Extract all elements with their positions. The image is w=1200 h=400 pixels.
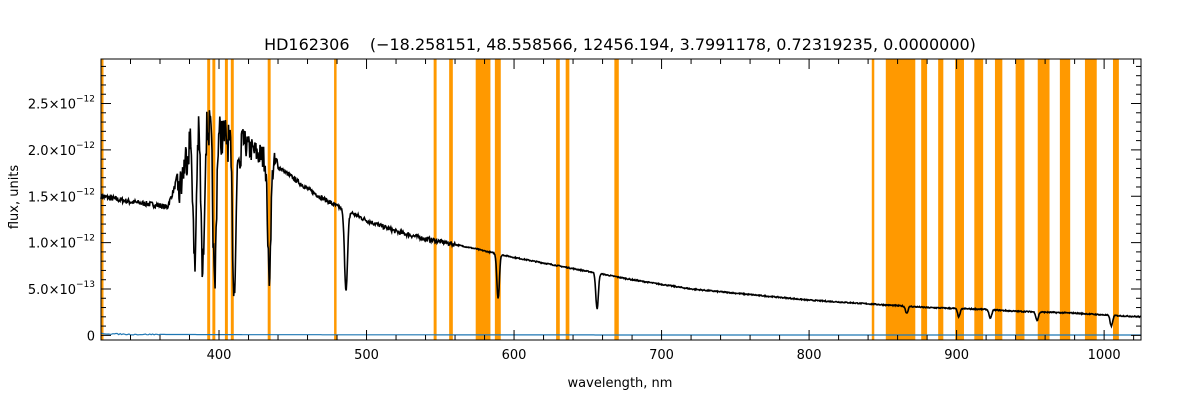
masked-region-22 xyxy=(1015,59,1025,340)
masked-region-17 xyxy=(921,59,928,340)
error-series xyxy=(100,332,1141,336)
masked-region-21 xyxy=(994,59,1003,340)
masked-region-23 xyxy=(1037,59,1050,340)
masked-region-18 xyxy=(938,59,944,340)
x-tick-label: 600 xyxy=(502,348,527,363)
chart-title: HD162306 (−18.258151, 48.558566, 12456.1… xyxy=(264,35,976,54)
y-tick-label: 1.0×10−12 xyxy=(28,234,95,252)
x-tick-label: 700 xyxy=(649,348,674,363)
masked-region-9 xyxy=(449,59,453,340)
masked-region-3 xyxy=(212,59,216,340)
x-axis: 400 500 600 700 800 900 1000 xyxy=(100,59,1135,363)
masked-region-15 xyxy=(871,59,875,340)
y-axis-label: flux, units xyxy=(7,165,22,230)
masked-region-26 xyxy=(1112,59,1119,340)
y-tick-label: 2.5×10−12 xyxy=(28,95,95,113)
masked-region-4 xyxy=(224,59,228,340)
masked-region-19 xyxy=(955,59,964,340)
masked-region-20 xyxy=(974,59,984,340)
spectrum-series xyxy=(100,110,1142,329)
masked-region-11 xyxy=(494,59,501,340)
masked-region-7 xyxy=(334,59,337,340)
masked-region-16 xyxy=(885,59,916,340)
y-tick-label: 5.0×10−13 xyxy=(28,280,95,298)
y-tick-label: 0 xyxy=(87,329,95,344)
x-axis-label: wavelength, nm xyxy=(568,376,673,391)
error-line xyxy=(100,332,1141,336)
x-tick-label: 500 xyxy=(354,348,379,363)
y-tick-label: 1.5×10−12 xyxy=(28,187,95,205)
masked-region-8 xyxy=(433,59,437,340)
y-tick-label: 2.0×10−12 xyxy=(28,141,95,159)
masked-region-24 xyxy=(1059,59,1071,340)
masked-region-12 xyxy=(556,59,560,340)
masked-region-2 xyxy=(207,59,211,340)
spectrum-line xyxy=(100,110,1142,329)
x-tick-label: 400 xyxy=(207,348,232,363)
masked-region-6 xyxy=(267,59,271,340)
masked-region-14 xyxy=(614,59,619,340)
masked-regions xyxy=(101,59,1119,340)
masked-region-13 xyxy=(565,59,570,340)
masked-region-25 xyxy=(1084,59,1097,340)
x-tick-label: 800 xyxy=(797,348,822,363)
plot-frame xyxy=(100,58,1142,341)
y-axis: 0 5.0×10−13 1.0×10−12 1.5×10−12 2.0×10−12 2.5… xyxy=(28,65,1141,344)
x-tick-label: 900 xyxy=(944,348,969,363)
x-tick-label: 1000 xyxy=(1088,348,1121,363)
masked-region-1 xyxy=(101,59,104,340)
masked-region-10 xyxy=(475,59,491,340)
